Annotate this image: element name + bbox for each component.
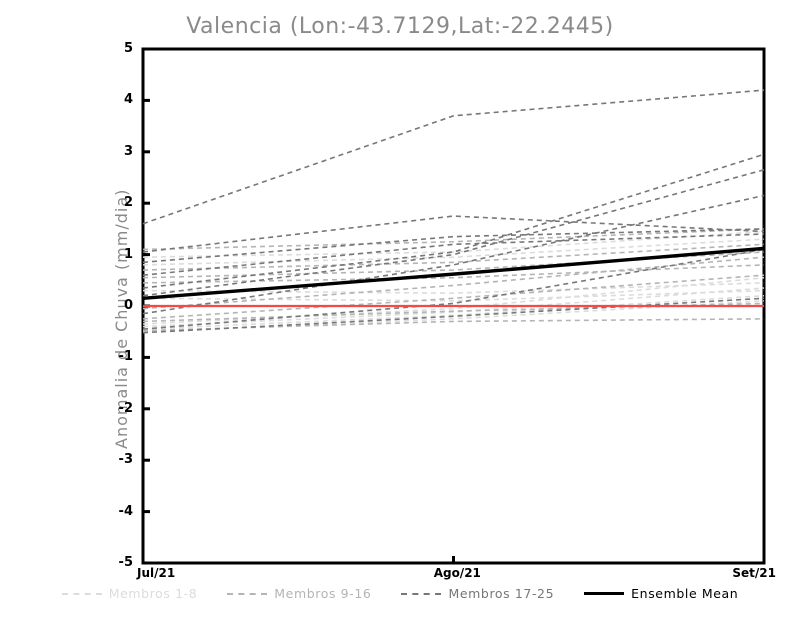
y-tick-label: -3 (118, 452, 133, 468)
legend-label: Membros 17-25 (448, 586, 555, 601)
legend-label: Ensemble Mean (631, 586, 739, 601)
x-tick-label: Set/21 (732, 566, 776, 580)
y-tick-label: 4 (123, 92, 133, 108)
y-tick-label: -2 (118, 400, 133, 416)
legend-item: Membros 9-16 (227, 586, 371, 601)
x-tick-label: Jul/21 (137, 566, 176, 580)
y-tick-label: 5 (123, 41, 133, 56)
y-tick-label: 3 (123, 143, 133, 159)
legend-swatch-icon (61, 592, 102, 595)
legend-swatch-icon (401, 592, 442, 595)
legend-label: Membros 9-16 (274, 586, 372, 601)
chart-legend: Membros 1-8 Membros 9-16 Membros 17-25 Ense… (0, 586, 800, 601)
legend-swatch-icon (584, 592, 625, 595)
x-tick-label: Ago/21 (433, 566, 481, 580)
legend-item: Ensemble Mean (584, 586, 738, 601)
y-tick-label: 0 (123, 298, 133, 313)
legend-item: Membros 17-25 (401, 586, 554, 601)
chart-title: Valencia (Lon:-43.7129,Lat:-22.2445) (186, 14, 614, 39)
y-tick-label: -1 (118, 349, 133, 365)
y-tick-label: 1 (123, 246, 133, 262)
legend-item: Membros 1-8 (61, 586, 198, 601)
y-tick-label: -4 (118, 503, 133, 519)
y-tick-label: 2 (123, 195, 133, 211)
legend-swatch-icon (227, 592, 268, 595)
y-tick-label: -5 (118, 555, 133, 570)
legend-label: Membros 1-8 (108, 586, 198, 601)
